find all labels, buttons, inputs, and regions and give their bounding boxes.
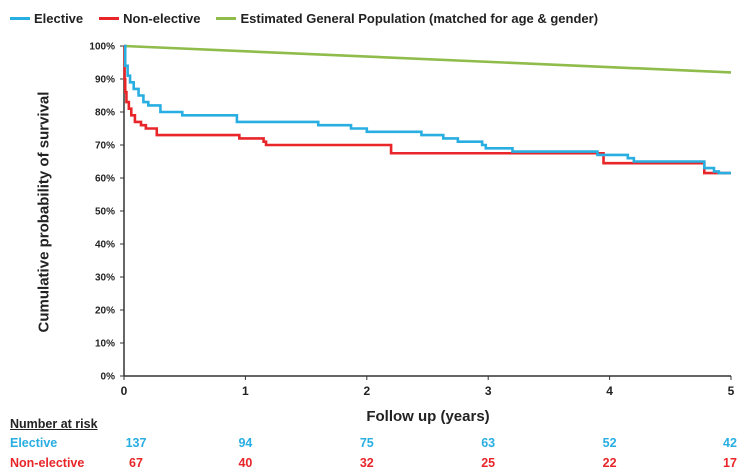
y-tick-label: 20% [95, 306, 115, 317]
risk-value-non-elective: 25 [481, 456, 496, 470]
line-elective [123, 44, 731, 175]
x-tick-label: 5 [728, 384, 735, 398]
number-at-risk-title: Number at risk [10, 417, 98, 431]
x-tick-label: 4 [606, 384, 613, 398]
risk-value-elective: 52 [602, 436, 617, 450]
line-general-population [123, 44, 732, 74]
risk-value-non-elective: 17 [723, 456, 737, 470]
risk-value-elective: 94 [238, 436, 253, 450]
chart-legend: Elective Non-elective Estimated General … [10, 8, 614, 28]
x-tick-label: 0 [121, 384, 128, 398]
risk-value-non-elective: 22 [602, 456, 617, 470]
y-tick-label: 40% [95, 240, 115, 251]
legend-swatch-general-population [216, 16, 237, 20]
y-tick-label: 80% [95, 108, 115, 119]
x-tick-label: 1 [242, 384, 249, 398]
risk-value-elective: 63 [481, 436, 496, 450]
x-axis-label: Follow up (years) [366, 408, 490, 425]
legend-item-elective: Elective [10, 11, 83, 26]
y-tick-label: 60% [95, 174, 115, 185]
y-tick-label: 50% [95, 207, 115, 218]
risk-value-non-elective: 32 [359, 456, 374, 470]
legend-swatch-non-elective [99, 16, 120, 20]
legend-label-elective: Elective [34, 10, 84, 26]
legend-item-non-elective: Non-elective [99, 11, 200, 26]
y-tick-label: 90% [95, 75, 115, 86]
risk-value-elective: 42 [723, 436, 737, 450]
risk-value-non-elective: 40 [238, 456, 253, 470]
line-non-elective [123, 44, 731, 175]
y-tick-label: 70% [95, 141, 115, 152]
legend-label-general-population: Estimated General Population (matched fo… [240, 10, 599, 26]
y-tick-label: 100% [89, 42, 115, 53]
y-tick-label: 10% [95, 339, 115, 350]
x-tick-label: 2 [363, 384, 370, 398]
legend-item-general-population: Estimated General Population (matched fo… [216, 11, 598, 26]
y-tick-label: 0% [101, 372, 116, 383]
risk-row-label-non-elective: Non-elective [10, 456, 85, 470]
risk-row-label-elective: Elective [10, 436, 58, 450]
legend-label-non-elective: Non-elective [123, 10, 201, 26]
risk-value-elective: 137 [125, 436, 147, 450]
risk-value-elective: 75 [359, 436, 374, 450]
x-tick-label: 3 [485, 384, 492, 398]
y-axis-label: Cumulative probability of survival [35, 91, 53, 333]
y-tick-label: 30% [95, 273, 115, 284]
legend-swatch-elective [10, 16, 30, 20]
risk-value-non-elective: 67 [129, 456, 143, 470]
